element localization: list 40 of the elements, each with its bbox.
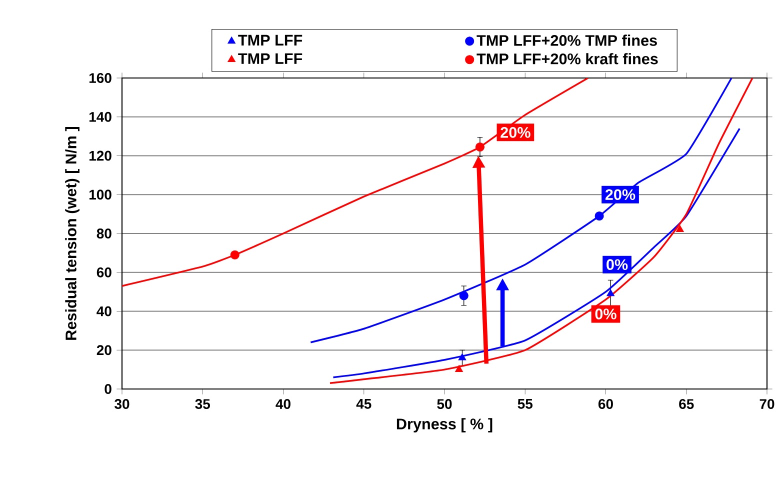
point [594, 211, 604, 221]
legend-label: TMP LFF [238, 53, 302, 64]
x-tick-label: 60 [598, 399, 613, 409]
point [676, 225, 684, 232]
y-tick-label: 0 [104, 384, 112, 394]
y-tick-label: 100 [89, 190, 112, 200]
y-axis-title: Residual tension (wet) [ N/m ] [65, 127, 80, 340]
line-series [332, 128, 740, 378]
y-tick-label: 160 [89, 73, 112, 83]
x-tick-label: 70 [760, 399, 774, 409]
line-series [310, 78, 732, 344]
legend-label: TMP LFF+20% kraft fines [476, 53, 658, 64]
y-tick-label: 140 [89, 112, 112, 122]
x-tick-label: 35 [195, 399, 210, 409]
y-tick-label: 20 [96, 345, 112, 356]
legend-label: TMP LFF [238, 34, 302, 46]
line-series [122, 78, 589, 287]
x-tick-label: 65 [679, 399, 694, 409]
x-tick-label: 40 [276, 399, 290, 409]
legend-label: TMP LFF+20% TMP fines [476, 34, 657, 46]
line-series [329, 78, 754, 384]
annotation: 0% [595, 308, 616, 320]
point [458, 353, 466, 360]
point [459, 291, 468, 300]
annotation: 0% [606, 259, 628, 270]
y-tick-label: 60 [96, 267, 112, 278]
y-tick-label: 40 [96, 306, 112, 316]
x-tick-label: 45 [356, 399, 372, 409]
x-axis-title: Dryness [ % ] [396, 418, 492, 432]
x-tick-label: 50 [437, 399, 452, 409]
x-tick-label: 30 [114, 399, 130, 409]
point [455, 365, 463, 372]
annotation: 20% [500, 127, 530, 138]
point [606, 289, 615, 296]
y-tick-label: 120 [89, 150, 112, 161]
annotation: 20% [605, 189, 636, 200]
point [475, 142, 485, 152]
y-tick-label: 80 [96, 228, 112, 238]
point [230, 250, 240, 260]
x-tick-label: 55 [518, 399, 533, 409]
